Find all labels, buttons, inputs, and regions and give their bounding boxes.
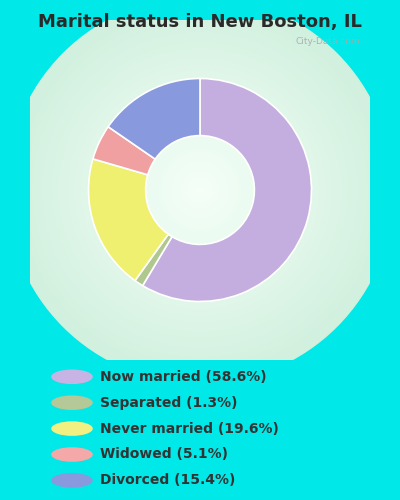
Wedge shape: [143, 78, 312, 302]
Circle shape: [171, 161, 229, 219]
Circle shape: [152, 142, 248, 238]
Wedge shape: [88, 159, 168, 280]
Circle shape: [116, 106, 284, 274]
Circle shape: [184, 174, 216, 206]
Circle shape: [84, 74, 316, 306]
Circle shape: [46, 36, 354, 344]
Circle shape: [168, 158, 232, 222]
Circle shape: [190, 180, 210, 200]
Circle shape: [181, 170, 219, 209]
Circle shape: [194, 184, 206, 196]
Circle shape: [97, 87, 303, 293]
Wedge shape: [135, 234, 172, 285]
Circle shape: [155, 145, 245, 235]
Circle shape: [81, 71, 319, 309]
Circle shape: [120, 110, 280, 270]
Circle shape: [129, 119, 271, 261]
Circle shape: [90, 80, 310, 300]
Circle shape: [197, 187, 203, 193]
Circle shape: [51, 422, 93, 436]
Circle shape: [13, 4, 387, 376]
Circle shape: [16, 6, 384, 374]
Circle shape: [58, 48, 342, 332]
Circle shape: [42, 32, 358, 347]
Text: Marital status in New Boston, IL: Marital status in New Boston, IL: [38, 12, 362, 30]
Circle shape: [174, 164, 226, 216]
Circle shape: [26, 16, 374, 364]
Text: Now married (58.6%): Now married (58.6%): [100, 370, 267, 384]
Circle shape: [164, 154, 236, 226]
Text: Divorced (15.4%): Divorced (15.4%): [100, 474, 235, 488]
Circle shape: [178, 168, 222, 212]
Circle shape: [20, 10, 380, 370]
Circle shape: [55, 45, 345, 335]
Circle shape: [78, 68, 322, 312]
Circle shape: [158, 148, 242, 232]
Circle shape: [123, 113, 277, 267]
Circle shape: [71, 62, 329, 318]
Text: Never married (19.6%): Never married (19.6%): [100, 422, 279, 436]
Circle shape: [139, 129, 261, 251]
Circle shape: [33, 22, 367, 357]
Circle shape: [161, 152, 239, 228]
Circle shape: [65, 55, 335, 325]
Circle shape: [51, 396, 93, 410]
Circle shape: [51, 370, 93, 384]
Circle shape: [36, 26, 364, 354]
Circle shape: [51, 447, 93, 462]
Circle shape: [49, 38, 351, 342]
Text: Separated (1.3%): Separated (1.3%): [100, 396, 238, 409]
Circle shape: [52, 42, 348, 338]
Circle shape: [126, 116, 274, 264]
Circle shape: [148, 138, 252, 242]
Circle shape: [74, 64, 326, 316]
Circle shape: [10, 0, 390, 380]
Circle shape: [142, 132, 258, 248]
Circle shape: [94, 84, 306, 296]
Circle shape: [104, 94, 296, 286]
Circle shape: [68, 58, 332, 322]
Circle shape: [110, 100, 290, 280]
Text: City-Data.com: City-Data.com: [295, 37, 360, 46]
Circle shape: [132, 122, 268, 258]
Circle shape: [51, 473, 93, 488]
Circle shape: [107, 96, 293, 284]
Circle shape: [136, 126, 264, 254]
Circle shape: [100, 90, 300, 290]
Circle shape: [87, 78, 313, 302]
Circle shape: [39, 29, 361, 351]
Wedge shape: [93, 126, 155, 175]
Circle shape: [113, 103, 287, 277]
Circle shape: [23, 13, 377, 367]
Text: Widowed (5.1%): Widowed (5.1%): [100, 448, 228, 462]
Circle shape: [145, 136, 255, 244]
Circle shape: [7, 0, 393, 383]
Wedge shape: [108, 78, 200, 159]
Circle shape: [30, 20, 370, 360]
Circle shape: [62, 52, 338, 328]
Circle shape: [187, 177, 213, 203]
